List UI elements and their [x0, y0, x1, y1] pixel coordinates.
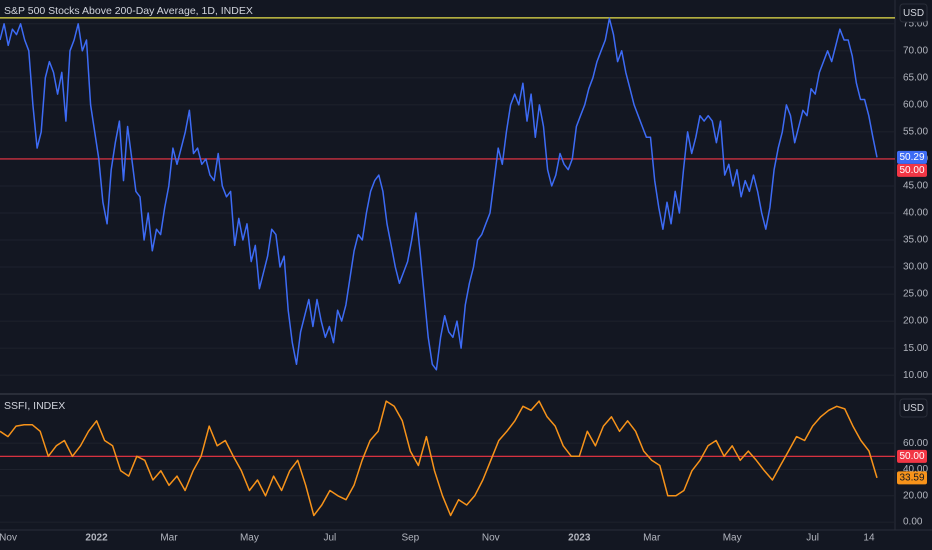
y-tick-label: 20.00	[903, 490, 928, 501]
pane: 10.00 15.00 20.00 25.00 30.00 35.00 40.00 45.00…	[0, 3, 928, 381]
price-label-box	[897, 163, 927, 177]
x-tick-label: Nov	[0, 533, 17, 544]
y-tick-label: 40.00	[903, 208, 928, 219]
last-value-label: 50.29	[899, 152, 924, 163]
y-tick-label: 10.00	[903, 370, 928, 381]
x-tick-label: May	[240, 533, 259, 544]
y-tick-label: 60.00	[903, 100, 928, 111]
last-value-box	[897, 471, 927, 485]
price-label-box	[897, 449, 927, 463]
y-tick-label: 30.00	[903, 262, 928, 273]
last-value-label: 33.59	[899, 473, 924, 484]
x-tick-label: Nov	[482, 533, 500, 544]
price-label: 50.00	[899, 165, 924, 176]
x-tick-label: 2023	[568, 533, 591, 544]
last-value-box	[897, 150, 927, 164]
x-tick-label: Mar	[643, 533, 661, 544]
x-tick-label: 14	[863, 533, 875, 544]
y-tick-label: 40.00	[903, 464, 928, 475]
price-label: 50.00	[899, 451, 924, 462]
pane-title: S&P 500 Stocks Above 200-Day Average, 1D…	[4, 5, 253, 17]
y-tick-label: 55.00	[903, 127, 928, 138]
series-line	[0, 17, 878, 371]
currency-button[interactable]	[899, 398, 928, 418]
y-tick-label: 0.00	[903, 517, 923, 528]
y-tick-label: 65.00	[903, 72, 928, 83]
y-tick-label: 60.00	[903, 438, 928, 449]
y-tick-label: 70.00	[903, 45, 928, 56]
currency-button[interactable]	[899, 3, 928, 23]
pane-title: SSFI, INDEX	[4, 400, 65, 412]
x-tick-label: 2022	[85, 533, 108, 544]
currency-label: USD	[903, 403, 924, 414]
x-tick-label: May	[723, 533, 742, 544]
series-line	[0, 400, 878, 517]
y-tick-label: 35.00	[903, 235, 928, 246]
y-tick-label: 75.00	[903, 18, 928, 29]
x-tick-label: Jul	[323, 533, 336, 544]
x-tick-label: Jul	[806, 533, 819, 544]
x-tick-label: Sep	[401, 533, 419, 544]
y-tick-label: 15.00	[903, 343, 928, 354]
y-tick-label: 45.00	[903, 181, 928, 192]
currency-label: USD	[903, 8, 924, 19]
y-tick-label: 20.00	[903, 316, 928, 327]
pane: 0.00 20.00 40.00 60.00 Nov 2022 Mar May Jul Sep No…	[0, 398, 928, 544]
x-tick-label: Mar	[160, 533, 178, 544]
y-tick-label: 25.00	[903, 289, 928, 300]
